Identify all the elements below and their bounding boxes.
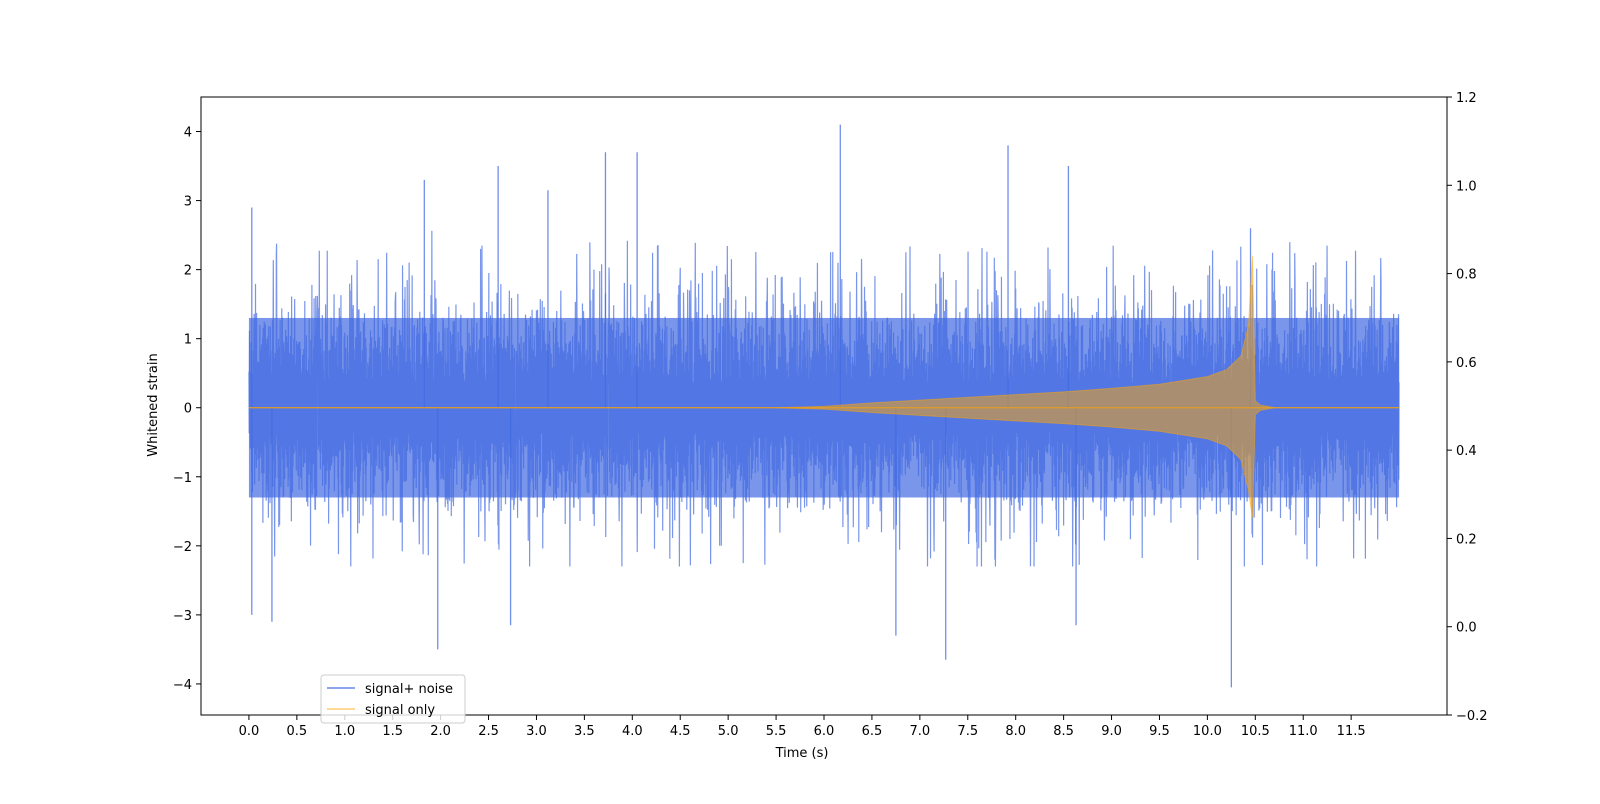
y2-tick-label-7: 1.2 — [1456, 91, 1477, 106]
legend-label-signal-noise: signal+ noise — [365, 682, 453, 697]
x-tick-label-16: 8.0 — [1005, 724, 1026, 739]
x-tick-label-11: 5.5 — [766, 724, 787, 739]
x-tick-label-14: 7.0 — [910, 724, 931, 739]
x-tick-label-8: 4.0 — [622, 724, 643, 739]
y2-tick-label-4: 0.6 — [1456, 356, 1477, 371]
y-tick-label-7: 3 — [184, 195, 192, 210]
y2-tick-label-3: 0.4 — [1456, 444, 1477, 459]
y-tick-label-5: 1 — [184, 333, 192, 348]
y2-tick-label-6: 1.0 — [1456, 179, 1477, 194]
x-tick-label-21: 10.5 — [1241, 724, 1270, 739]
y-axis-label: Whitened strain — [146, 353, 161, 456]
x-tick-label-23: 11.5 — [1337, 724, 1366, 739]
y-tick-label-1: −3 — [173, 609, 192, 624]
y-tick-label-4: 0 — [184, 402, 192, 417]
legend-box — [320, 674, 466, 724]
x-tick-label-15: 7.5 — [957, 724, 978, 739]
y-tick-label-2: −2 — [173, 540, 192, 555]
x-tick-label-10: 5.0 — [718, 724, 739, 739]
signal-only-envelope — [248, 255, 1400, 519]
x-tick-label-9: 4.5 — [670, 724, 691, 739]
y-tick-label-8: 4 — [184, 126, 192, 141]
x-tick-label-18: 9.0 — [1101, 724, 1122, 739]
x-tick-label-1: 0.5 — [287, 724, 308, 739]
legend-label-signal-only: signal only — [365, 703, 435, 718]
x-axis-label: Time (s) — [775, 746, 829, 761]
y2-tick-label-0: −0.2 — [1456, 709, 1488, 724]
x-tick-label-13: 6.5 — [862, 724, 883, 739]
x-tick-label-0: 0.0 — [239, 724, 260, 739]
legend: signal+ noise signal only — [320, 674, 466, 724]
x-tick-label-7: 3.5 — [574, 724, 595, 739]
x-tick-label-2: 1.0 — [334, 724, 355, 739]
y2-tick-label-2: 0.2 — [1456, 532, 1477, 547]
x-tick-label-12: 6.0 — [814, 724, 835, 739]
x-tick-label-19: 9.5 — [1149, 724, 1170, 739]
y2-tick-label-5: 0.8 — [1456, 268, 1477, 283]
x-tick-label-5: 2.5 — [478, 724, 499, 739]
x-tick-label-17: 8.5 — [1053, 724, 1074, 739]
y-tick-label-6: 2 — [184, 264, 192, 279]
x-tick-label-4: 2.0 — [430, 724, 451, 739]
x-tick-label-22: 11.0 — [1289, 724, 1318, 739]
y2-tick-label-1: 0.0 — [1456, 621, 1477, 636]
y-tick-label-0: −4 — [173, 678, 192, 693]
x-tick-label-20: 10.0 — [1193, 724, 1222, 739]
y-tick-label-3: −1 — [173, 471, 192, 486]
x-tick-label-3: 1.5 — [382, 724, 403, 739]
x-tick-label-6: 3.0 — [526, 724, 547, 739]
